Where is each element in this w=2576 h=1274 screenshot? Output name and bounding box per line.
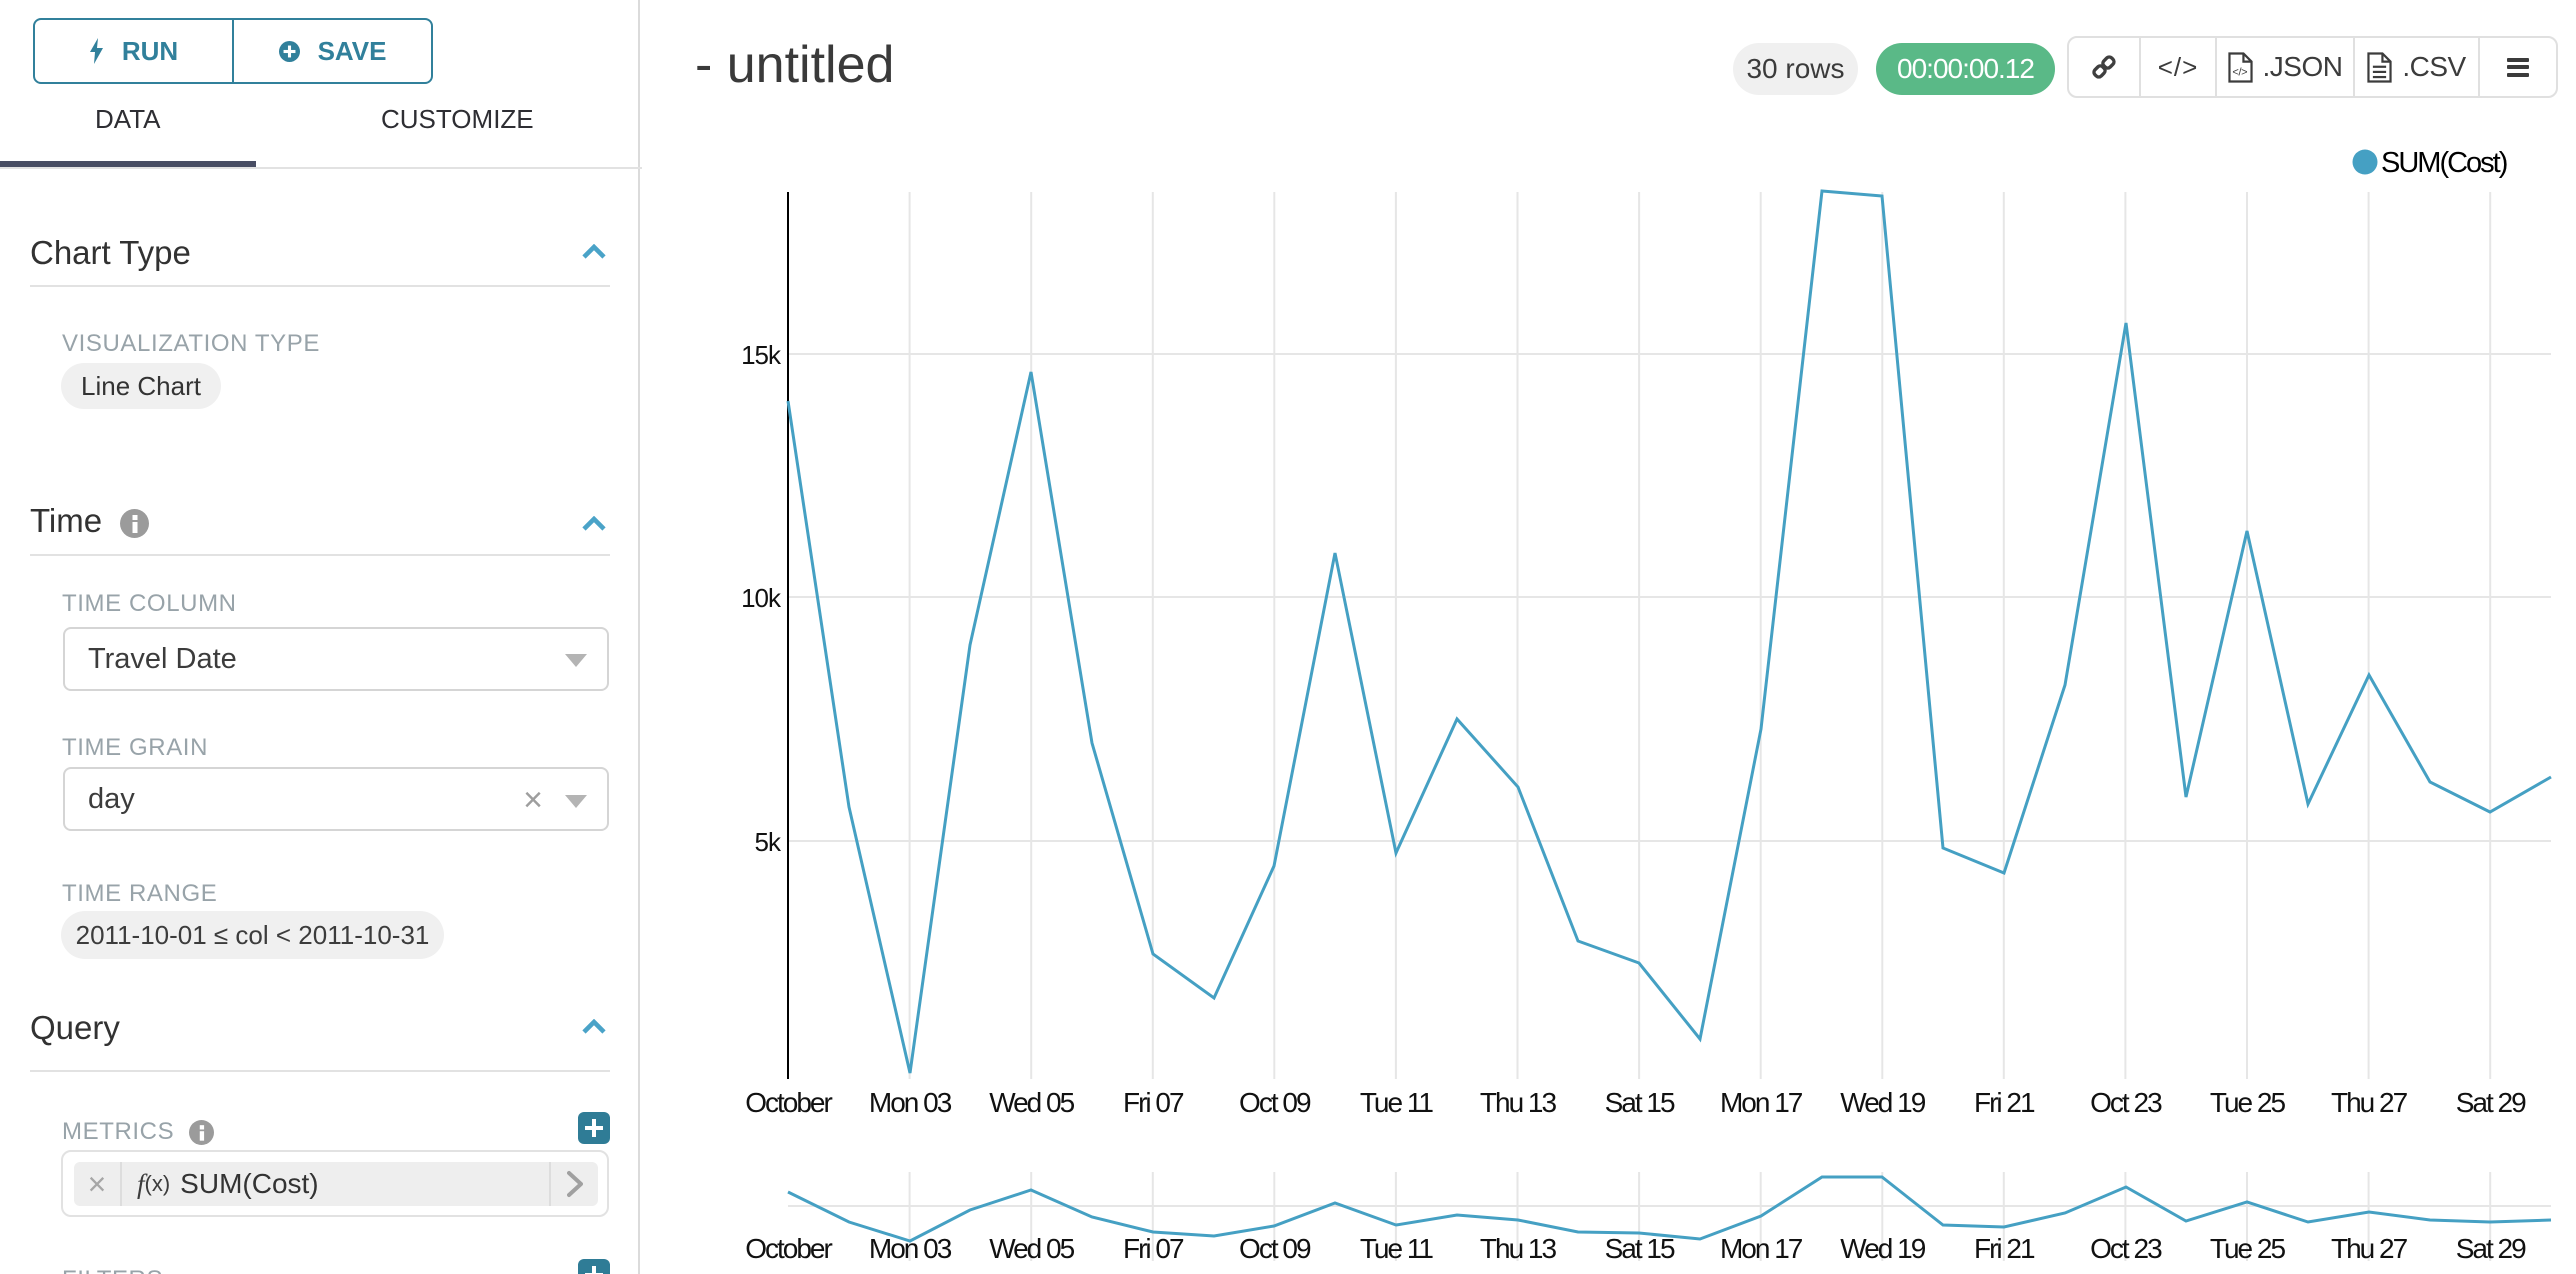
svg-text:15k: 15k [741,340,782,370]
svg-text:October: October [745,1233,832,1264]
svg-text:</>: </> [2232,66,2247,78]
svg-text:Wed 19: Wed 19 [1840,1233,1925,1264]
svg-text:Tue 25: Tue 25 [2210,1233,2286,1264]
svg-text:5k: 5k [755,827,782,857]
svg-text:Mon 03: Mon 03 [869,1233,952,1264]
svg-text:Sat 15: Sat 15 [1605,1087,1675,1118]
svg-text:SUM(Cost): SUM(Cost) [2381,147,2507,179]
svg-text:10k: 10k [741,583,782,613]
svg-text:October: October [745,1087,832,1118]
svg-text:Fri 21: Fri 21 [1974,1087,2035,1118]
svg-text:Thu 27: Thu 27 [2331,1087,2408,1118]
svg-text:Fri 07: Fri 07 [1123,1087,1184,1118]
svg-text:Tue 11: Tue 11 [1360,1087,1433,1118]
svg-text:Oct 23: Oct 23 [2090,1233,2162,1264]
svg-text:Oct 09: Oct 09 [1239,1087,1311,1118]
svg-text:Mon 17: Mon 17 [1720,1233,1803,1264]
svg-text:Tue 25: Tue 25 [2210,1087,2286,1118]
svg-text:Wed 19: Wed 19 [1840,1087,1925,1118]
svg-text:Fri 07: Fri 07 [1123,1233,1184,1264]
svg-text:Sat 29: Sat 29 [2456,1233,2526,1264]
svg-text:Fri 21: Fri 21 [1974,1233,2035,1264]
svg-text:Oct 09: Oct 09 [1239,1233,1311,1264]
svg-text:Thu 13: Thu 13 [1480,1087,1557,1118]
svg-text:Mon 03: Mon 03 [869,1087,952,1118]
svg-text:Sat 15: Sat 15 [1605,1233,1675,1264]
svg-text:Tue 11: Tue 11 [1360,1233,1433,1264]
svg-text:Oct 23: Oct 23 [2090,1087,2162,1118]
svg-text:Sat 29: Sat 29 [2456,1087,2526,1118]
svg-text:Mon 17: Mon 17 [1720,1087,1803,1118]
svg-text:Wed 05: Wed 05 [989,1233,1074,1264]
svg-text:Thu 27: Thu 27 [2331,1233,2408,1264]
svg-text:Wed 05: Wed 05 [989,1087,1074,1118]
svg-text:Thu 13: Thu 13 [1480,1233,1557,1264]
